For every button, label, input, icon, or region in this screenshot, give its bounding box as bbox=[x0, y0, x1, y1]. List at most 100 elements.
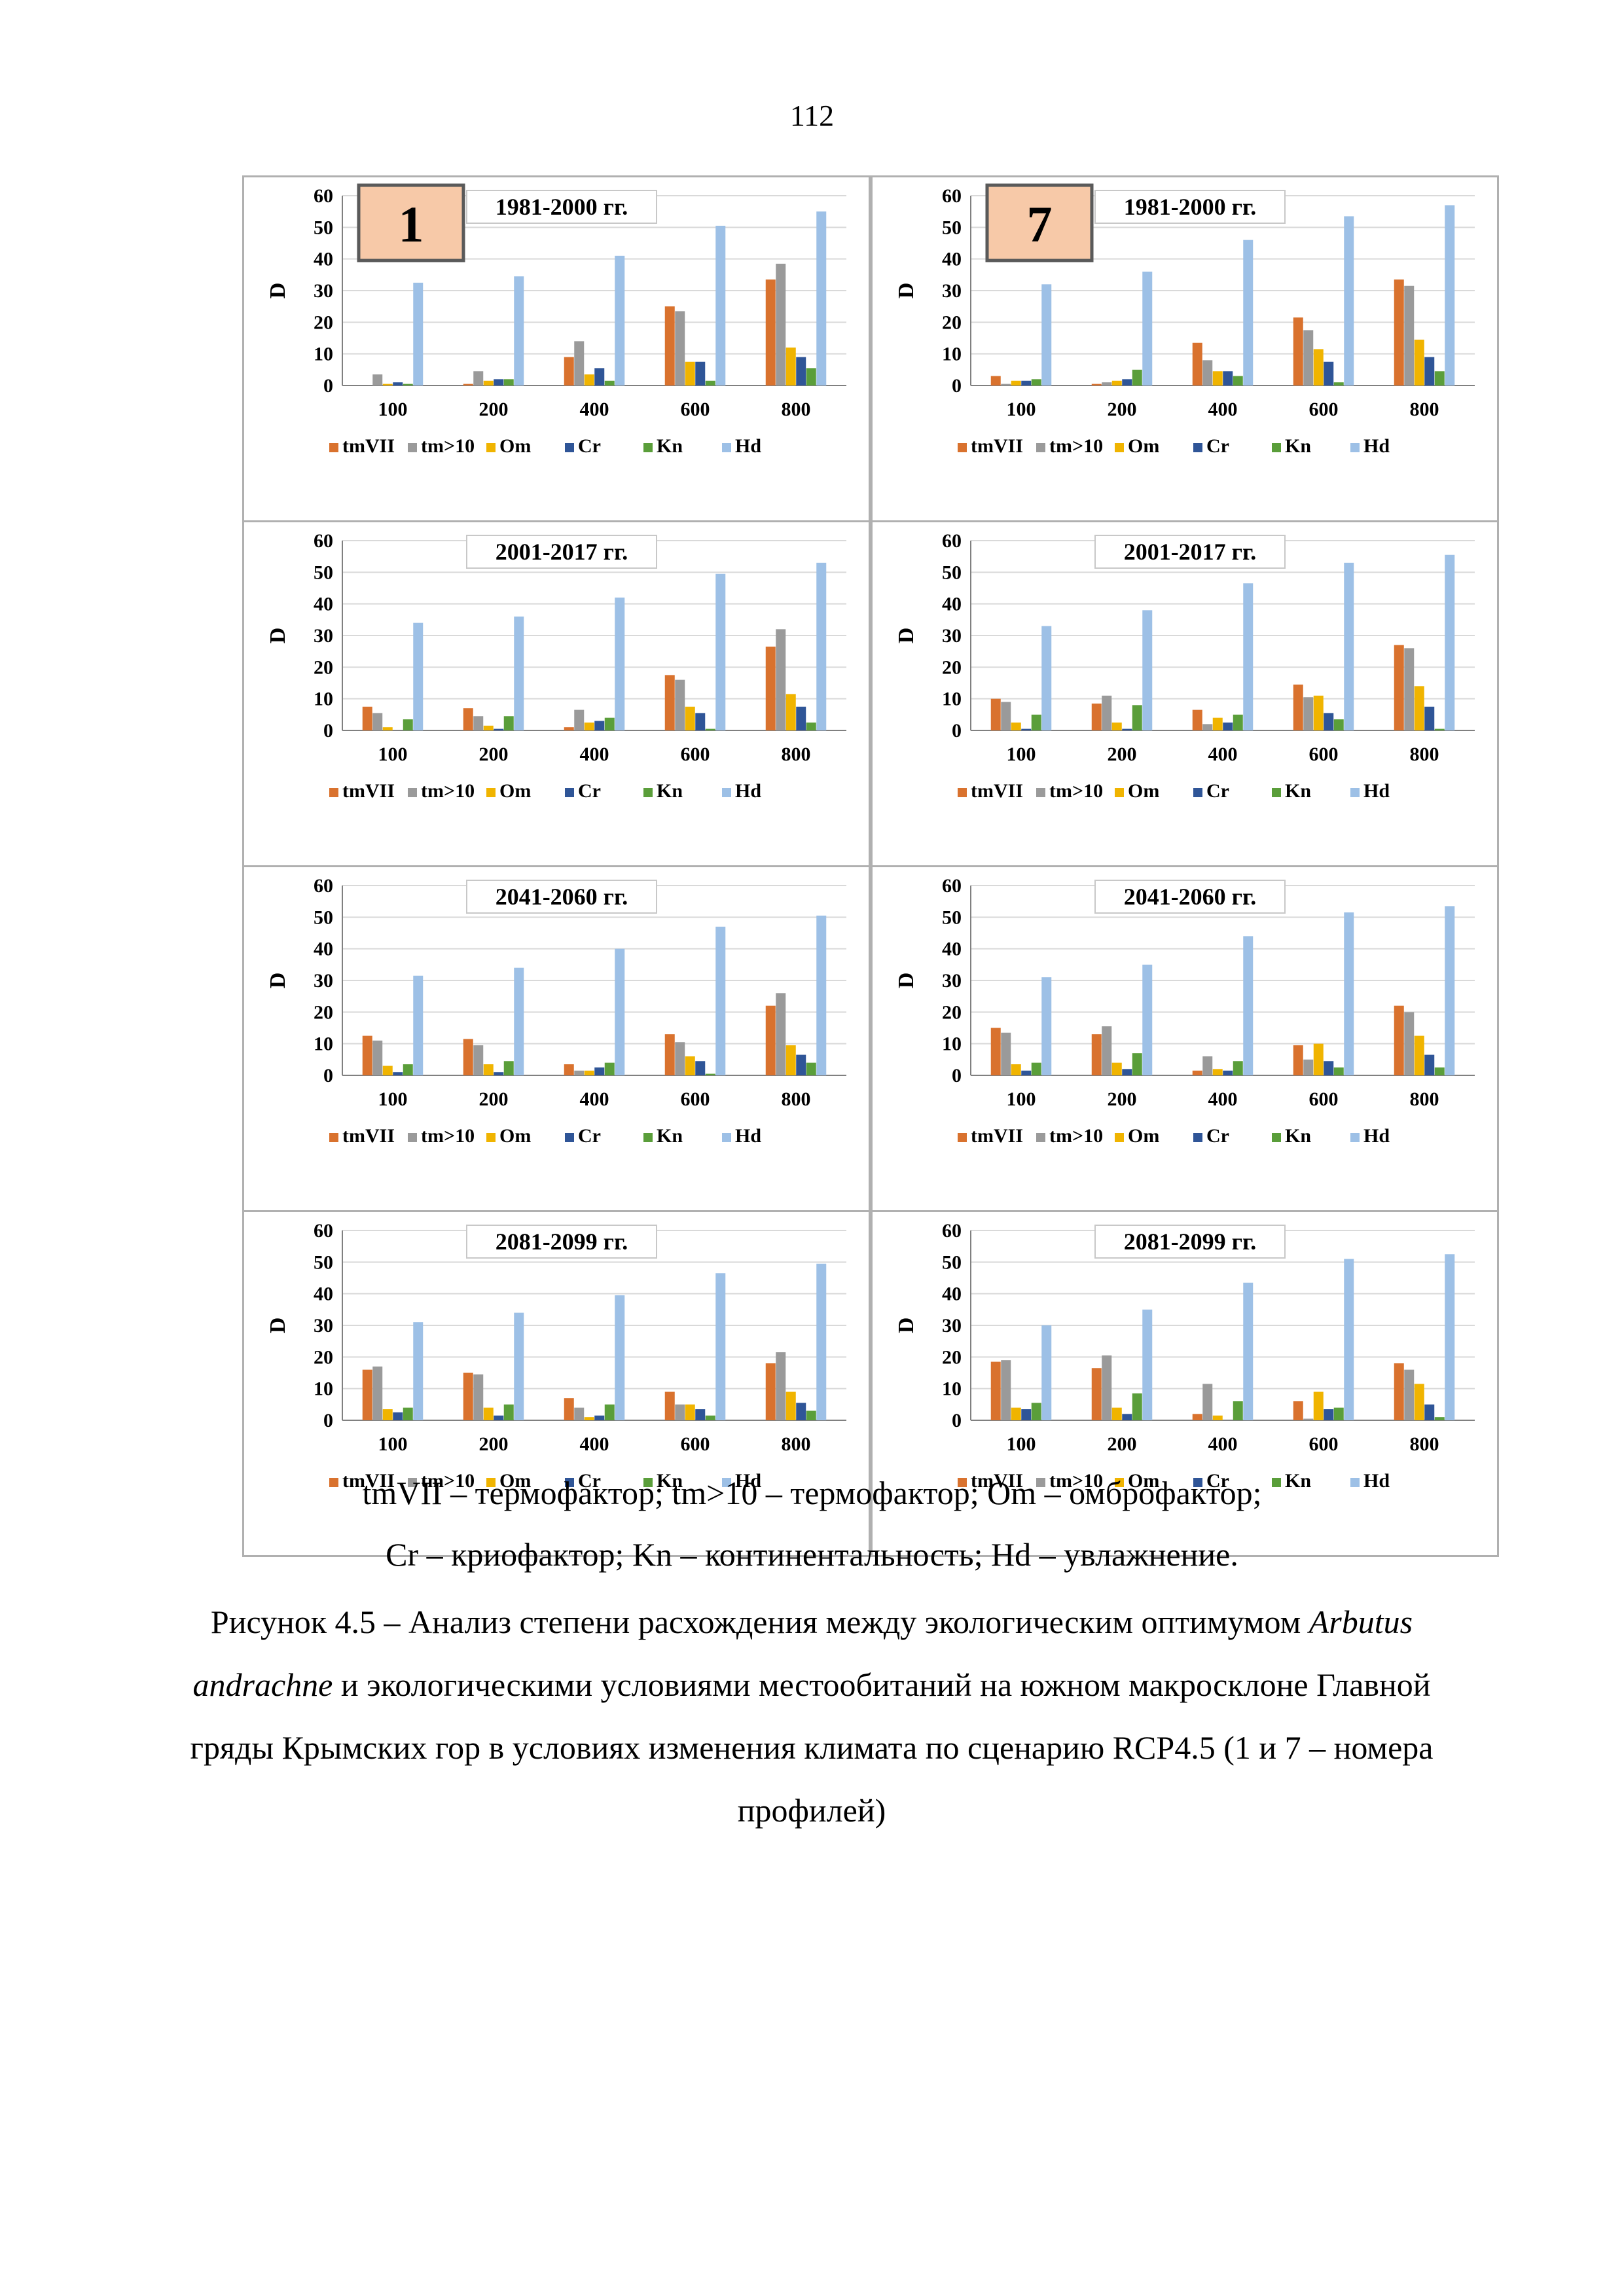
bar-hd-800 bbox=[816, 1263, 827, 1420]
legend-swatch-hd bbox=[1350, 1478, 1360, 1487]
legend-label-cr: Cr bbox=[1206, 1470, 1229, 1492]
bar-kn-200 bbox=[1132, 1053, 1142, 1075]
bar-tmvii-600 bbox=[664, 675, 675, 730]
bar-cr-200 bbox=[494, 1072, 504, 1075]
y-tick-label: 40 bbox=[942, 1283, 962, 1305]
bar-hd-200 bbox=[1142, 964, 1153, 1075]
legend-label-om: Om bbox=[499, 435, 531, 457]
legend-swatch-om bbox=[486, 1478, 496, 1487]
bar-tmvii-800 bbox=[765, 646, 776, 730]
bar-cr-400 bbox=[594, 368, 605, 386]
bar-om-100 bbox=[1011, 722, 1021, 730]
bar-cr-200 bbox=[494, 1415, 504, 1420]
legend-swatch-tm-10 bbox=[1036, 1478, 1045, 1487]
legend-label-cr: Cr bbox=[578, 780, 601, 802]
legend-label-cr: Cr bbox=[1206, 1125, 1229, 1147]
chart-svg: 0 10 20 30 40 50 60 D 100 200 400 600 800 2001-2017 г… bbox=[266, 530, 846, 802]
x-tick-label: 200 bbox=[479, 1433, 509, 1455]
bar-cr-600 bbox=[695, 1061, 706, 1075]
bar-kn-800 bbox=[1434, 371, 1445, 386]
bar-tm-10-200 bbox=[1102, 1355, 1112, 1420]
bar-tm-10-400 bbox=[574, 709, 585, 730]
y-tick-label: 40 bbox=[314, 249, 333, 270]
bar-hd-800 bbox=[816, 211, 827, 386]
y-tick-label: 10 bbox=[942, 1378, 962, 1400]
bar-tm-10-200 bbox=[473, 371, 484, 386]
x-tick-label: 800 bbox=[1410, 744, 1439, 765]
legend-swatch-hd bbox=[1350, 788, 1360, 797]
profile-number: 1 bbox=[399, 196, 424, 253]
x-tick-label: 100 bbox=[378, 744, 408, 765]
y-tick-label: 50 bbox=[314, 562, 333, 583]
bar-cr-600 bbox=[1324, 1061, 1334, 1075]
bar-hd-800 bbox=[1445, 554, 1455, 730]
legend-swatch-tmvii bbox=[329, 788, 338, 797]
bar-tmvii-100 bbox=[362, 1369, 372, 1420]
legend-swatch-kn bbox=[1272, 1478, 1281, 1487]
bar-tm-10-200 bbox=[473, 716, 484, 730]
legend-swatch-om bbox=[1115, 443, 1124, 452]
bar-kn-600 bbox=[1333, 382, 1344, 386]
bar-tm-10-600 bbox=[675, 679, 685, 730]
y-tick-label: 20 bbox=[942, 1001, 962, 1023]
bar-kn-400 bbox=[1233, 714, 1243, 730]
legend-label-kn: Kn bbox=[1285, 435, 1311, 457]
bar-tmvii-800 bbox=[1394, 1363, 1404, 1420]
y-tick-label: 0 bbox=[952, 375, 962, 397]
bar-tmvii-600 bbox=[664, 1391, 675, 1420]
bar-om-200 bbox=[1111, 380, 1122, 386]
legend-label-kn: Kn bbox=[1285, 780, 1311, 802]
bar-hd-100 bbox=[413, 975, 424, 1075]
bar-tmvii-400 bbox=[564, 727, 574, 730]
x-tick-label: 600 bbox=[681, 399, 710, 420]
bar-cr-400 bbox=[1223, 1070, 1233, 1075]
x-tick-label: 800 bbox=[1410, 399, 1439, 420]
bar-hd-100 bbox=[1041, 977, 1052, 1075]
legend-swatch-tm-10 bbox=[1036, 443, 1045, 452]
bar-kn-600 bbox=[705, 380, 715, 386]
bar-kn-400 bbox=[604, 717, 615, 730]
y-axis-label: D bbox=[266, 973, 290, 989]
bar-tm-10-200 bbox=[1102, 382, 1112, 386]
bar-tm-10-200 bbox=[1102, 695, 1112, 730]
chart-panel-profile-1-1981-2000: 0 10 20 30 40 50 60 D 100 200 400 600 800 1981-2000 г… bbox=[242, 175, 871, 522]
legend-label-hd: Hd bbox=[735, 1470, 761, 1492]
legend-swatch-hd bbox=[722, 788, 731, 797]
x-tick-label: 600 bbox=[1309, 1088, 1339, 1110]
chart-svg: 0 10 20 30 40 50 60 D 100 200 400 600 800 2001-2017 г… bbox=[894, 530, 1475, 802]
bar-tm-10-600 bbox=[675, 1042, 685, 1075]
y-tick-label: 20 bbox=[314, 656, 333, 678]
bar-hd-400 bbox=[615, 598, 625, 730]
bar-om-600 bbox=[1313, 1043, 1324, 1075]
y-tick-label: 30 bbox=[314, 970, 333, 992]
chart-title: 2001-2017 гг. bbox=[1124, 539, 1257, 565]
legend-label-kn: Kn bbox=[1285, 1470, 1311, 1492]
bar-tmvii-100 bbox=[990, 698, 1001, 730]
bar-kn-600 bbox=[705, 1073, 715, 1075]
x-tick-label: 200 bbox=[479, 399, 509, 420]
legend-label-tmvii: tmVII bbox=[971, 1470, 1023, 1492]
y-tick-label: 10 bbox=[314, 689, 333, 710]
bar-om-400 bbox=[1212, 1069, 1223, 1075]
legend-swatch-om bbox=[486, 788, 496, 797]
y-tick-label: 50 bbox=[942, 217, 962, 238]
x-tick-label: 800 bbox=[782, 744, 811, 765]
bar-om-600 bbox=[1313, 349, 1324, 386]
bar-tm-10-100 bbox=[372, 1040, 383, 1075]
bar-tmvii-100 bbox=[990, 1361, 1001, 1420]
bar-om-800 bbox=[785, 1045, 796, 1075]
legend-swatch-tm-10 bbox=[1036, 1133, 1045, 1142]
bar-tm-10-600 bbox=[1303, 697, 1314, 730]
chart-panel-profile-7-2041-2060: 0 10 20 30 40 50 60 D 100 200 400 600 800 2041-2060 г… bbox=[871, 865, 1499, 1212]
bar-om-400 bbox=[584, 722, 594, 730]
bar-kn-800 bbox=[806, 1410, 816, 1420]
bar-om-200 bbox=[483, 1407, 494, 1420]
bar-hd-800 bbox=[1445, 906, 1455, 1075]
x-tick-label: 600 bbox=[681, 1088, 710, 1110]
y-tick-label: 40 bbox=[942, 594, 962, 615]
bar-hd-800 bbox=[1445, 205, 1455, 386]
bar-om-800 bbox=[1414, 1384, 1424, 1420]
bar-tmvii-600 bbox=[1293, 317, 1303, 386]
bar-om-200 bbox=[483, 725, 494, 730]
legend-label-hd: Hd bbox=[735, 780, 761, 802]
